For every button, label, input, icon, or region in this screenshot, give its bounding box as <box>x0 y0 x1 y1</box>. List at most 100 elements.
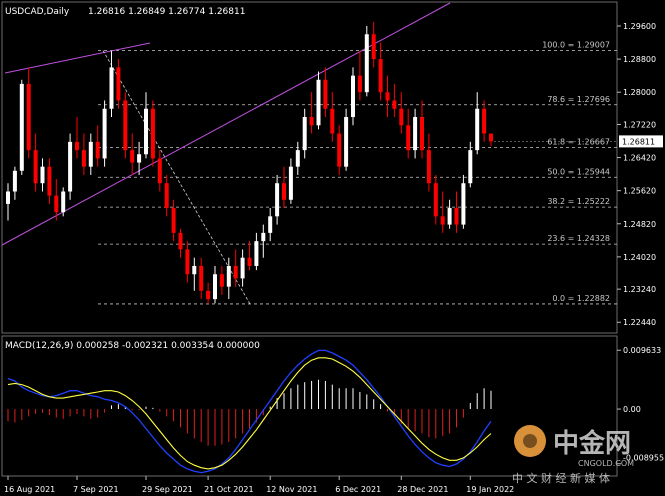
candle-body <box>40 166 45 184</box>
candle-body <box>275 183 280 217</box>
x-tick-label: 21 Oct 2021 <box>204 485 253 494</box>
candle-body <box>261 232 266 242</box>
fib-label: 100.0 = 1.29007 <box>542 41 610 50</box>
fibonacci-retracement: 100.0 = 1.29007 78.6 = 1.27696 61.8 = 1.26… <box>98 41 617 305</box>
watermark: 中金网 中 文 财 经 新 媒 体 CNGOLD.COM <box>512 425 634 485</box>
macd-y-tick-label: -0.008955 <box>623 454 664 463</box>
fib-label: 0.0 = 1.22882 <box>552 294 610 303</box>
candle-body <box>233 265 238 279</box>
candle-body <box>371 34 376 60</box>
fib-label: 61.8 = 1.26667 <box>547 137 610 146</box>
candlestick-series <box>6 21 493 305</box>
watermark-brand: 中金网 <box>553 428 631 459</box>
candle-body <box>88 141 93 167</box>
candle-body <box>316 79 321 126</box>
candle-body <box>19 83 24 171</box>
candle-body <box>192 265 197 275</box>
y-tick-label: 1.24020 <box>623 253 656 262</box>
candle-body <box>123 100 128 151</box>
candle-body <box>213 274 217 300</box>
candle-body <box>268 216 273 233</box>
candle-body <box>489 133 493 142</box>
candle-body <box>440 216 445 225</box>
candle-body <box>413 117 418 151</box>
candle-body <box>68 141 73 192</box>
candle-body <box>6 191 10 204</box>
x-tick-label: 29 Sep 2021 <box>142 485 193 494</box>
candle-body <box>95 141 100 159</box>
candle-body <box>102 108 107 159</box>
candle-body <box>337 133 342 167</box>
candle-body <box>81 150 86 167</box>
y-tick-label: 1.25620 <box>623 187 656 196</box>
fib-anchor-line <box>102 50 251 305</box>
candle-body <box>482 108 487 134</box>
candle-body <box>116 67 121 101</box>
candle-body <box>185 249 190 275</box>
last-price-marker <box>619 135 663 148</box>
candle-body <box>357 75 362 93</box>
candle-body <box>130 150 135 163</box>
candle-body <box>433 183 438 217</box>
candle-body <box>399 108 404 126</box>
candle-body <box>219 274 224 287</box>
candle-body <box>406 125 411 151</box>
candle-body <box>254 241 259 266</box>
watermark-logo <box>514 425 546 457</box>
candle-body <box>461 183 466 225</box>
candle-body <box>420 117 424 151</box>
candle-body <box>61 191 66 213</box>
x-tick-label: 7 Sep 2021 <box>73 485 119 494</box>
candle-body <box>323 79 328 109</box>
candle-body <box>309 117 314 126</box>
y-tick-label: 1.22440 <box>623 318 656 327</box>
candle-body <box>295 150 300 167</box>
candle-body <box>26 83 31 151</box>
candle-body <box>247 257 252 266</box>
macd-pane-border <box>1 335 618 477</box>
candle-body <box>54 195 59 213</box>
candle-body <box>109 67 114 109</box>
symbol-label: USDCAD,Daily <box>5 7 70 17</box>
y-tick-label: 1.23240 <box>623 285 656 294</box>
candle-body <box>144 108 148 155</box>
y-tick-label: 1.27220 <box>623 120 656 129</box>
y-tick-label: 1.24820 <box>623 220 656 229</box>
x-tick-label: 16 Aug 2021 <box>4 485 55 494</box>
time-axis: 16 Aug 2021 7 Sep 2021 29 Sep 2021 21 Oct 2… <box>4 476 514 494</box>
candle-body <box>468 150 473 184</box>
y-tick-label: 1.28000 <box>623 88 656 97</box>
candle-body <box>33 150 38 184</box>
macd-y-tick-label: 0.00 <box>623 405 641 414</box>
candle-body <box>351 75 355 118</box>
macd-line <box>7 349 492 474</box>
candle-body <box>302 117 307 151</box>
x-tick-label: 19 Jan 2022 <box>466 485 514 494</box>
candle-body <box>137 154 142 163</box>
candle-body <box>199 265 204 291</box>
candle-body <box>157 158 162 184</box>
y-tick-label: 1.26420 <box>623 154 656 163</box>
last-price-label: 1.26811 <box>622 137 655 146</box>
candle-body <box>75 141 79 151</box>
candle-body <box>454 208 459 225</box>
candle-body <box>330 108 335 134</box>
candle-body <box>288 166 293 200</box>
x-tick-label: 28 Dec 2021 <box>397 485 448 494</box>
watermark-site: 中 文 财 经 新 媒 体 <box>512 471 610 485</box>
fib-label: 50.0 = 1.25944 <box>547 167 610 176</box>
candle-body <box>12 170 17 192</box>
y-tick-label: 1.29600 <box>623 22 656 31</box>
candle-body <box>178 232 183 250</box>
candle-body <box>426 150 431 184</box>
macd-y-tick-label: 0.009633 <box>623 346 661 355</box>
candle-body <box>282 183 286 200</box>
candle-body <box>150 108 155 159</box>
fib-label: 23.6 = 1.24328 <box>547 234 610 243</box>
candle-body <box>206 290 211 300</box>
macd-title: MACD(12,26,9) 0.000258 -0.002321 0.00335… <box>5 341 260 351</box>
candle-body <box>364 34 369 93</box>
macd-indicator: 0.009633 0.00 -0.008955 <box>7 346 664 474</box>
y-tick-label: 1.28800 <box>623 55 656 64</box>
